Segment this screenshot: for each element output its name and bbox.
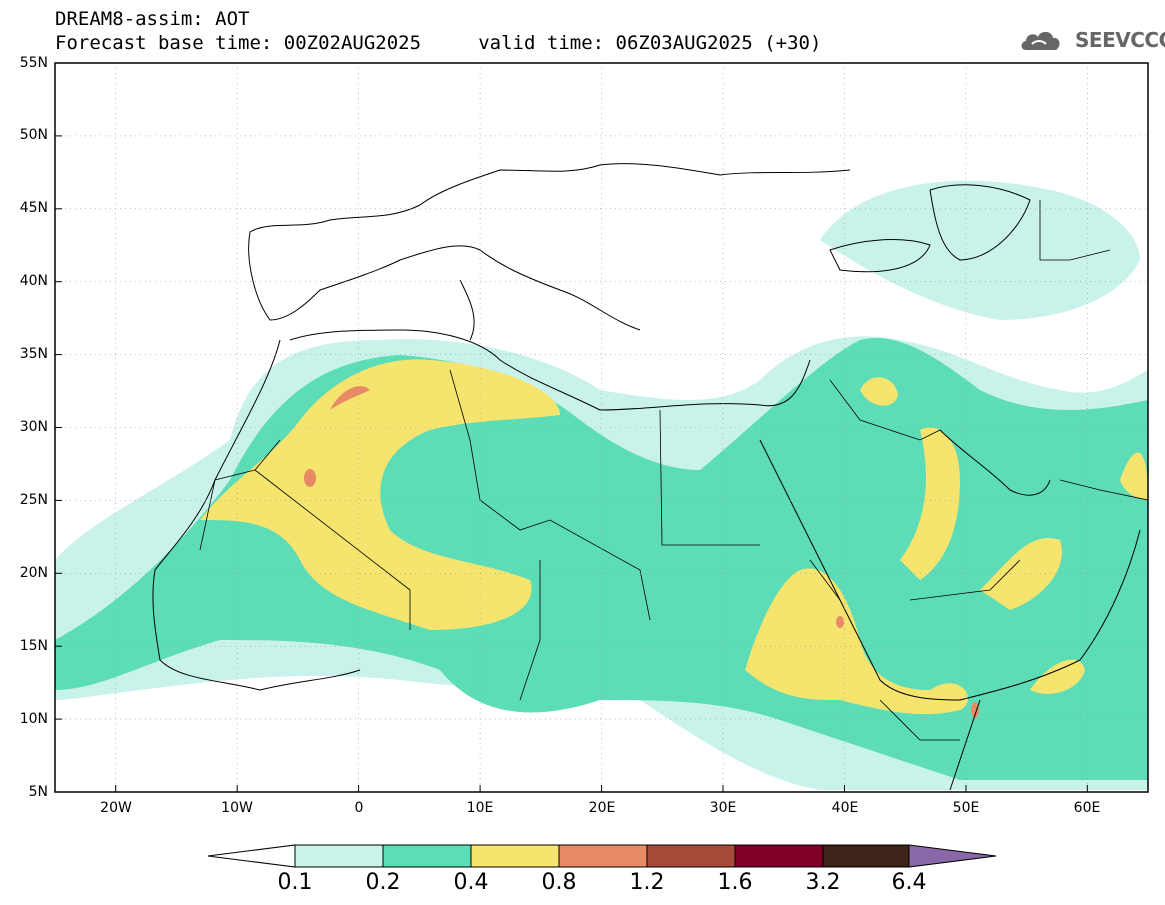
aot-field-high-sahara	[200, 359, 560, 630]
y-tick-label: 40N	[19, 273, 48, 289]
colorbar-segment	[382, 844, 472, 868]
y-tick-label: 55N	[19, 55, 48, 71]
x-tick-label: 40E	[831, 800, 859, 816]
gridlines	[55, 63, 1148, 792]
x-tick-label: 30E	[709, 800, 737, 816]
colorbar-segment	[646, 844, 736, 868]
colorbar-label: 6.4	[891, 870, 927, 895]
aot-field-high-sea	[1030, 659, 1085, 694]
y-tick-label: 30N	[19, 419, 48, 435]
x-tick-label: 10E	[466, 800, 494, 816]
colorbar-label: 0.1	[277, 870, 313, 895]
forecast-times: Forecast base time: 00Z02AUG2025 valid t…	[55, 32, 822, 54]
x-tick-label: 60E	[1073, 800, 1101, 816]
aot-field-veryhigh-somalia	[971, 702, 979, 718]
aot-field-high-iraq	[860, 377, 898, 406]
x-tick-label: 20E	[588, 800, 616, 816]
aot-field-high-pakistan	[1120, 452, 1148, 500]
x-tick-label: 0	[354, 800, 364, 816]
seevccc-logo-icon	[1021, 31, 1060, 50]
aot-field-high-sudan	[745, 568, 969, 715]
y-tick-label: 10N	[19, 711, 48, 727]
colorbar-label: 1.2	[629, 870, 665, 895]
borders	[199, 200, 1148, 741]
colorbar-label: 0.4	[453, 870, 489, 895]
y-tick-label: 15N	[19, 638, 48, 654]
y-tick-label: 20N	[19, 565, 48, 581]
colorbar-label: 3.2	[805, 870, 841, 895]
tick-marks	[55, 135, 1088, 792]
aot-field-high-arabia	[900, 427, 960, 580]
colorbar-segment	[822, 844, 910, 868]
colorbar-segment	[470, 844, 560, 868]
colorbar-segment	[294, 844, 384, 868]
aot-field-light-north	[820, 180, 1140, 320]
x-tick-label: 10W	[221, 800, 253, 816]
chart-title: DREAM8-assim: AOT	[55, 8, 250, 30]
logo-text: SEEVCCC	[1075, 28, 1165, 52]
y-tick-label: 45N	[19, 200, 48, 216]
y-tick-label: 25N	[19, 492, 48, 508]
y-tick-label: 5N	[28, 784, 48, 800]
aot-field-veryhigh-morocco	[330, 386, 370, 410]
y-tick-label: 35N	[19, 346, 48, 362]
coastlines	[152, 163, 1141, 791]
colorbar-low-arrow	[207, 844, 296, 868]
colorbar-label: 0.8	[541, 870, 577, 895]
aot-field-veryhigh-algeria	[304, 469, 316, 487]
colorbar-label: 1.6	[717, 870, 753, 895]
y-tick-label: 50N	[19, 127, 48, 143]
aot-field-veryhigh-eritrea	[836, 616, 844, 628]
colorbar-label: 0.2	[365, 870, 401, 895]
aot-field-high-oman	[980, 538, 1062, 610]
colorbar-segment	[734, 844, 824, 868]
x-tick-label: 50E	[952, 800, 980, 816]
colorbar-high-arrow	[908, 844, 997, 868]
x-tick-label: 20W	[100, 800, 132, 816]
colorbar-segment	[558, 844, 648, 868]
